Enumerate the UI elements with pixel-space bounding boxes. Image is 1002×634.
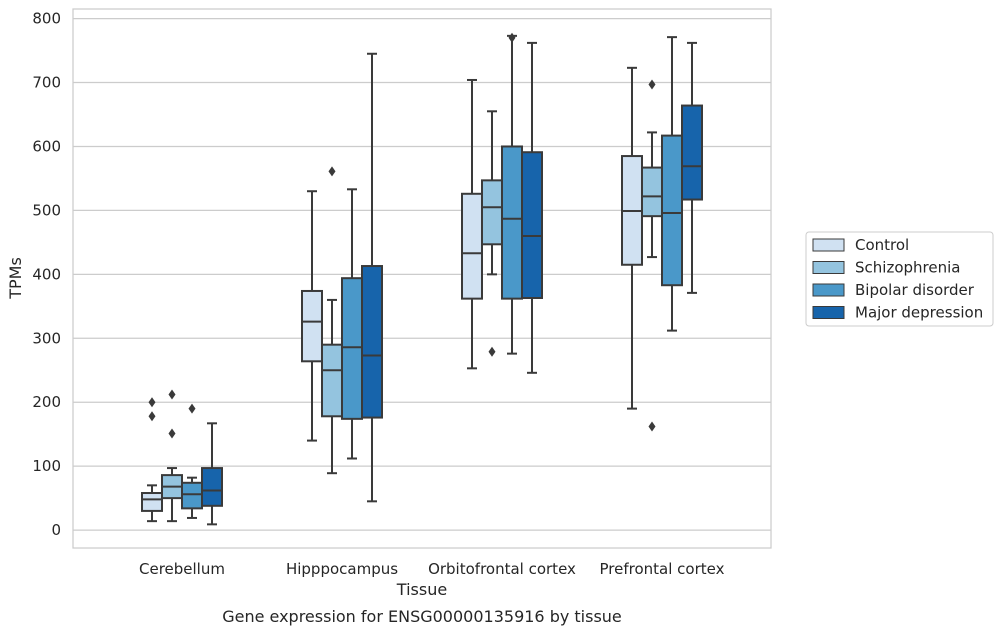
x-tick-label: Orbitofrontal cortex (428, 560, 576, 578)
plot-frame (72, 8, 772, 549)
outlier-point (328, 166, 336, 177)
boxes (141, 32, 703, 526)
box (481, 179, 503, 246)
box (641, 166, 663, 218)
box-group (181, 403, 203, 519)
box (301, 289, 323, 363)
y-axis-label: TPMs (6, 257, 25, 300)
y-tick-label: 200 (32, 393, 61, 411)
outlier-point (168, 389, 176, 400)
legend-label: Bipolar disorder (855, 281, 975, 299)
box (361, 265, 383, 419)
box-group (641, 79, 663, 432)
y-tick-label: 800 (32, 10, 61, 28)
legend-label: Control (855, 236, 909, 254)
outlier-point (188, 403, 196, 414)
outlier-point (168, 428, 176, 439)
box (521, 151, 543, 300)
box (321, 343, 343, 418)
box (681, 104, 703, 201)
box-group (201, 422, 223, 526)
x-tick-label: Cerebellum (139, 560, 225, 578)
legend-label: Schizophrenia (855, 259, 960, 277)
outlier-point (648, 421, 656, 432)
box-group (301, 190, 323, 442)
outlier-point (488, 346, 496, 357)
box (201, 467, 223, 507)
outlier-point (508, 32, 516, 43)
box (501, 145, 523, 300)
x-tick-label: Prefrontal cortex (600, 560, 725, 578)
box-group (621, 66, 643, 410)
box-group (161, 389, 183, 523)
box-group (341, 188, 363, 460)
box-group (141, 397, 163, 523)
outlier-point (648, 79, 656, 90)
box-group (461, 78, 483, 370)
y-tick-label: 600 (32, 137, 61, 155)
y-tick-label: 0 (51, 521, 61, 539)
box (661, 134, 683, 287)
box-group (361, 52, 383, 503)
y-tick-label: 300 (32, 329, 61, 347)
box (141, 492, 163, 512)
box-group (661, 36, 683, 332)
x-axis-ticks: Cerebellum Hipppocampus Orbitofrontal cort… (139, 560, 725, 578)
y-tick-label: 400 (32, 265, 61, 283)
box-group (321, 166, 343, 475)
legend-frame (805, 231, 994, 327)
legend-swatch (812, 238, 845, 252)
box-group (521, 41, 543, 374)
legend-swatch (812, 306, 845, 319)
y-axis-ticks: 0 100 200 300 400 500 600 700 800 (32, 10, 61, 540)
outlier-point (148, 411, 156, 422)
legend: Control Schizophrenia Bipolar disorder Majo… (805, 231, 994, 327)
legend-label: Major depression (855, 304, 983, 322)
box-group (501, 32, 523, 355)
outlier-point (148, 397, 156, 408)
gridlines (73, 17, 771, 531)
y-tick-label: 100 (32, 457, 61, 475)
x-axis-label: Tissue (396, 580, 447, 599)
y-tick-label: 700 (32, 74, 61, 92)
box (181, 481, 203, 510)
legend-swatch (812, 261, 845, 274)
chart-title: Gene expression for ENSG00000135916 by t… (222, 607, 622, 626)
box (461, 192, 483, 300)
x-tick-label: Hipppocampus (286, 560, 398, 578)
y-tick-label: 500 (32, 201, 61, 219)
box-group (681, 41, 703, 294)
box-group (481, 110, 503, 357)
legend-swatch (812, 283, 845, 297)
box (341, 277, 363, 420)
